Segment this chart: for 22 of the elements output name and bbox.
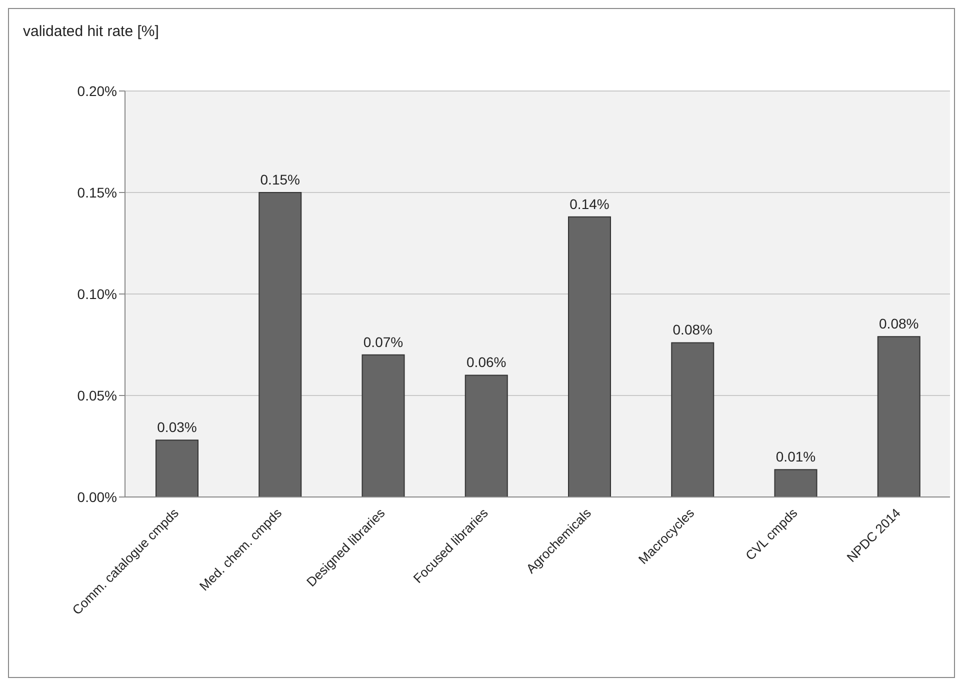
data-label: 0.07% <box>363 334 404 350</box>
y-tick-label: 0.00% <box>77 488 117 505</box>
y-tick-label: 0.10% <box>77 286 117 302</box>
bar <box>362 354 405 497</box>
data-label: 0.15% <box>260 172 300 188</box>
data-label: 0.08% <box>879 316 919 332</box>
y-tick-label: 0.15% <box>77 184 117 200</box>
bar <box>258 192 302 497</box>
bar <box>568 216 611 497</box>
bar <box>671 342 714 497</box>
data-label: 0.06% <box>466 354 506 370</box>
data-label: 0.08% <box>672 322 712 338</box>
data-label: 0.03% <box>157 419 197 436</box>
data-label: 0.01% <box>776 448 816 465</box>
bar <box>156 440 198 497</box>
bar <box>877 336 920 497</box>
bar <box>774 469 818 497</box>
y-axis-title: validated hit rate [%] <box>23 23 159 40</box>
data-label: 0.14% <box>570 196 610 212</box>
y-tick-label: 0.05% <box>77 387 117 404</box>
y-tick-label: 0.20% <box>77 82 117 99</box>
bar <box>464 374 508 497</box>
